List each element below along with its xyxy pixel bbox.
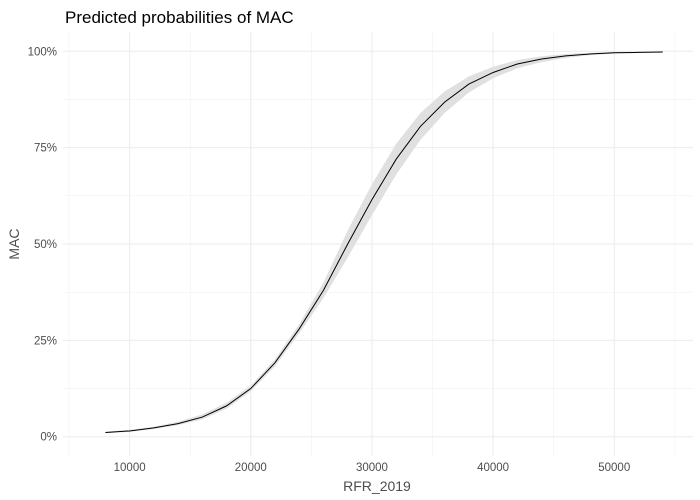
major-gridlines — [63, 32, 693, 456]
x-tick-labels: 10000 20000 30000 40000 50000 — [114, 462, 631, 474]
x-tick-label: 10000 — [114, 462, 146, 474]
x-tick-label: 30000 — [356, 462, 388, 474]
y-tick-label: 0% — [40, 432, 57, 444]
y-axis-title: MAC — [6, 228, 22, 259]
x-tick-label: 20000 — [235, 462, 267, 474]
chart-title: Predicted probabilities of MAC — [65, 8, 294, 27]
predicted-line — [105, 51, 663, 433]
y-tick-label: 25% — [34, 335, 57, 347]
x-tick-label: 40000 — [477, 462, 509, 474]
y-tick-label: 50% — [34, 239, 57, 251]
y-tick-labels: 0% 25% 50% 75% 100% — [28, 46, 57, 443]
x-axis-title: RFR_2019 — [343, 478, 411, 494]
y-tick-label: 75% — [34, 143, 57, 155]
y-tick-label: 100% — [28, 46, 57, 58]
x-tick-label: 50000 — [598, 462, 630, 474]
confidence-ribbon — [105, 51, 663, 434]
